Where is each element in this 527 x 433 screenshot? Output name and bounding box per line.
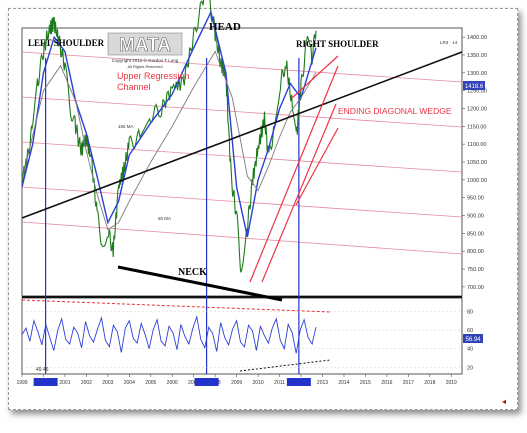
- ma50-label: 50 MA: [158, 216, 171, 221]
- neckline: [117, 265, 283, 302]
- y-tick-label: 1100.00: [467, 142, 486, 148]
- osc-last-value: 56.94: [465, 337, 481, 343]
- x-tick-label: 2006: [167, 380, 178, 386]
- y-tick-label: 900.00: [467, 214, 484, 220]
- long-trendline: [21, 51, 463, 219]
- x-tick-label: 2014: [338, 380, 349, 386]
- x-axis: 1999200020012002200320042005200620072008…: [16, 374, 457, 386]
- trend-tag: LR3 · 14: [440, 40, 458, 45]
- x-tick-label: 2009: [231, 380, 242, 386]
- osc-upper-trend: [21, 299, 331, 313]
- y-tick-label: 1250.00: [467, 89, 487, 95]
- regression-line-2: [21, 141, 463, 173]
- x-tick-label: 2005: [145, 380, 156, 386]
- x-tick-label: 2011: [274, 380, 285, 386]
- y-axis: 1400.00 1350.00 1300.00 1250.00 1200.00 1150.…: [462, 35, 487, 291]
- regression-line-3: [21, 186, 463, 218]
- y-tick-label: 1300.00: [467, 71, 487, 77]
- oscillator-panel: [21, 297, 463, 375]
- y-tick-label: 1400.00: [467, 35, 487, 41]
- corner-arrow-icon: ◂: [502, 397, 506, 406]
- osc-lower-trend: [239, 359, 331, 372]
- mata-logo: MATA Copyright 2012 © Gordon T Long All …: [107, 32, 183, 69]
- osc-tick-label: 20: [467, 365, 473, 371]
- right-shoulder-label: RIGHT SHOULDER: [296, 39, 379, 49]
- wedge-label: ENDING DIAGONAL WEDGE: [338, 106, 452, 116]
- x-tick-label: 2010: [253, 380, 264, 386]
- osc-tick-label: 60: [467, 328, 473, 334]
- oscillator-line: [21, 315, 317, 354]
- series-50-ma: [21, 10, 317, 238]
- logo-rights: All Rights Reserved: [127, 64, 162, 69]
- last-price-value: 1418.6: [465, 84, 484, 90]
- osc-tick-label: 80: [467, 309, 473, 315]
- y-tick-label: 1200.00: [467, 106, 487, 112]
- y-tick-label: 1150.00: [467, 124, 486, 130]
- x-tick-label: 2007: [188, 380, 199, 386]
- x-tick-label: 2018: [424, 380, 435, 386]
- ending-diagonal-wedge: [249, 55, 339, 283]
- osc-last-badge: [463, 334, 483, 343]
- x-tick-label: 2017: [403, 380, 414, 386]
- regression-line-0: [21, 51, 463, 83]
- regression-line-1: [21, 96, 463, 128]
- last-price-badge: [463, 81, 485, 90]
- x-tick-label: 2002: [81, 380, 92, 386]
- head-label: HEAD: [209, 21, 241, 33]
- x-tick-label: 2003: [102, 380, 113, 386]
- ma155-label: 155 MA: [118, 124, 134, 129]
- osc-side-label: 49.46: [36, 367, 49, 373]
- series-155-ma: [21, 50, 317, 231]
- pattern-date-badge-1: [194, 378, 219, 386]
- x-tick-label: 2001: [59, 380, 70, 386]
- y-tick-label: 800.00: [467, 249, 484, 255]
- y-tick-label: 700.00: [467, 285, 484, 291]
- x-tick-label: 2004: [124, 380, 135, 386]
- pattern-date-badge-0: [33, 378, 58, 386]
- y-tick-label: 1350.00: [467, 53, 487, 59]
- logo-text: MATA: [119, 35, 171, 56]
- y-tick-label: 850.00: [467, 231, 484, 237]
- x-tick-label: 2013: [317, 380, 328, 386]
- upper-channel-label-2: Channel: [117, 82, 151, 92]
- y-tick-label: 750.00: [467, 267, 484, 273]
- osc-tick-label: 40: [467, 347, 473, 353]
- y-tick-label: 950.00: [467, 196, 484, 202]
- regression-channel-lines: [21, 51, 463, 255]
- pattern-date-badge-2: [286, 378, 311, 386]
- price-panel: [21, 27, 463, 297]
- regression-line-4: [21, 221, 463, 255]
- y-tick-label: 1000.00: [467, 178, 487, 184]
- series-layer: [21, 0, 317, 273]
- x-tick-label: 2015: [360, 380, 371, 386]
- oscillator-layer: 80 60 40 20: [21, 309, 473, 371]
- x-tick-label: 2016: [381, 380, 392, 386]
- x-tick-label: 1999: [16, 380, 27, 386]
- upper-channel-label-1: Upper Regression: [117, 71, 190, 81]
- logo-copyright: Copyright 2012 © Gordon T Long: [112, 57, 179, 63]
- y-tick-label: 1050.00: [467, 160, 487, 166]
- neck-label: NECK: [178, 267, 207, 278]
- left-shoulder-label: LEFT SHOULDER: [28, 38, 105, 48]
- x-tick-label: 2019: [446, 380, 457, 386]
